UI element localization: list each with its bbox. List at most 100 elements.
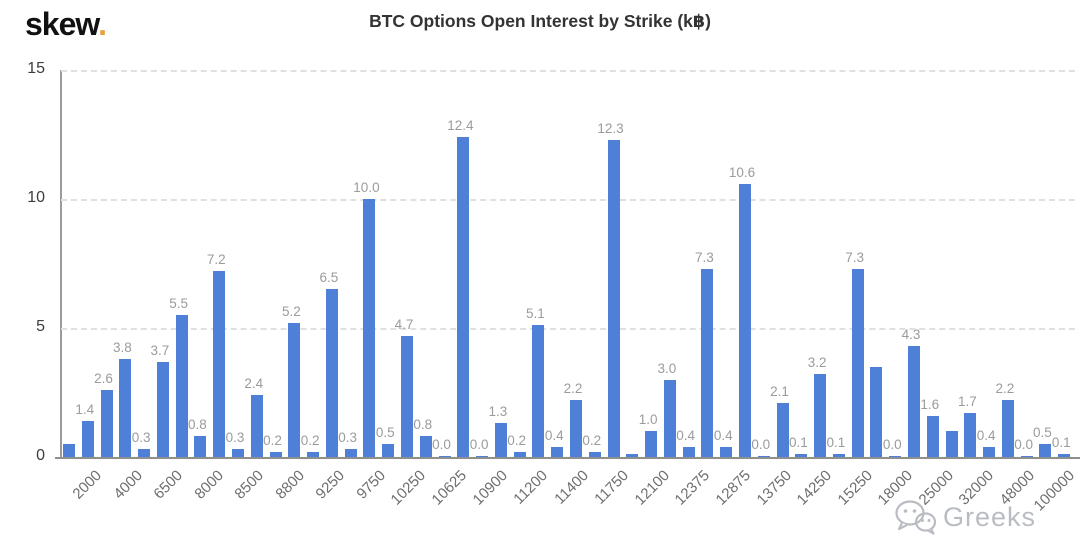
bar[interactable] xyxy=(1001,400,1014,457)
bar[interactable] xyxy=(814,374,827,457)
bar[interactable] xyxy=(626,454,639,457)
bar[interactable] xyxy=(81,420,94,457)
bar[interactable] xyxy=(363,199,376,457)
bar-value-label: 1.6 xyxy=(920,396,940,412)
x-tick-label-10625: 10625 xyxy=(428,467,471,509)
bar[interactable] xyxy=(551,446,564,457)
bar[interactable] xyxy=(344,449,357,457)
bar[interactable] xyxy=(63,444,75,457)
bar-value-label: 0.5 xyxy=(1033,425,1052,441)
bar[interactable] xyxy=(1039,444,1052,457)
bar-value-label: 0.1 xyxy=(788,435,808,451)
bar-value-label: 0.2 xyxy=(582,432,602,448)
bar[interactable] xyxy=(419,436,432,457)
bar[interactable] xyxy=(156,361,169,457)
bar-value-label: 2.6 xyxy=(94,370,113,386)
bar[interactable] xyxy=(570,400,582,457)
bar[interactable] xyxy=(307,451,320,457)
bar[interactable] xyxy=(382,444,395,457)
bar[interactable] xyxy=(513,451,526,457)
bar[interactable] xyxy=(1020,455,1033,457)
bar-value-label: 1.7 xyxy=(957,394,977,410)
bar[interactable] xyxy=(851,268,864,457)
x-tick-label-11750: 11750 xyxy=(591,467,633,508)
bar-value-label: 0.0 xyxy=(882,436,902,452)
bar[interactable] xyxy=(908,346,920,457)
y-tick-label: 0 xyxy=(36,447,45,464)
bar-value-label: 10.6 xyxy=(728,164,756,180)
bar-value-label: 0.0 xyxy=(432,436,451,452)
bar[interactable] xyxy=(100,389,113,457)
bar[interactable] xyxy=(1058,454,1071,457)
x-tick-label-9750: 9750 xyxy=(353,467,389,503)
bar-value-label: 0.0 xyxy=(469,436,489,452)
plot-area: 15 10 5 0 1.4 2.6 3.8 0.3 3.7 5.5 0.8 7.2 0.3 2.4 0.2 5… xyxy=(27,60,1080,464)
bar[interactable] xyxy=(401,335,413,457)
bar[interactable] xyxy=(588,451,601,457)
x-tick-label-12375: 12375 xyxy=(671,467,714,509)
bar[interactable] xyxy=(532,325,545,457)
bar-value-label: 3.2 xyxy=(807,355,827,371)
bar[interactable] xyxy=(757,455,770,457)
bar-value-label: 0.0 xyxy=(1014,436,1034,452)
bar[interactable] xyxy=(607,139,620,457)
bar-value-label: 12.3 xyxy=(597,120,624,136)
bar[interactable] xyxy=(438,455,451,457)
bar-value-label: 3.0 xyxy=(657,360,677,376)
bar[interactable] xyxy=(194,436,207,457)
bar[interactable] xyxy=(213,271,226,457)
bar[interactable] xyxy=(476,455,489,457)
bar[interactable] xyxy=(325,289,338,457)
bar[interactable] xyxy=(945,431,958,457)
bar[interactable] xyxy=(494,423,507,457)
bar[interactable] xyxy=(119,358,132,457)
bar-value-label: 0.3 xyxy=(338,430,358,446)
bar[interactable] xyxy=(288,322,301,457)
bar[interactable] xyxy=(795,454,808,457)
bar-value-label: 0.3 xyxy=(131,430,151,446)
bar-value-label: 0.2 xyxy=(507,432,527,448)
bar[interactable] xyxy=(870,366,883,457)
bar[interactable] xyxy=(269,451,282,457)
x-tick-label-15250: 15250 xyxy=(834,467,876,509)
gridline-y-15 xyxy=(61,70,1075,72)
x-tick-label-10250: 10250 xyxy=(387,467,430,509)
bar-value-label: 2.4 xyxy=(244,376,264,392)
bar-value-label: 6.5 xyxy=(319,270,339,286)
bar-value-label: 0.8 xyxy=(413,417,433,433)
bar-value-label: 1.4 xyxy=(75,401,95,417)
bar-value-label: 10.0 xyxy=(353,180,380,195)
bar-value-label: 1.0 xyxy=(638,412,658,428)
bar[interactable] xyxy=(682,446,695,457)
bar[interactable] xyxy=(663,379,676,457)
x-axis-line xyxy=(55,457,1080,459)
bar-value-label: 5.1 xyxy=(526,306,545,322)
bar[interactable] xyxy=(739,183,751,457)
skew-logo-dot: . xyxy=(98,6,107,42)
bar[interactable] xyxy=(720,446,733,457)
bar-value-label: 7.2 xyxy=(206,252,226,268)
x-tick-label-8800: 8800 xyxy=(272,467,308,503)
bar-value-label: 7.3 xyxy=(695,249,714,265)
chart-title: BTC Options Open Interest by Strike (k฿) xyxy=(369,11,711,31)
bar[interactable] xyxy=(701,268,714,457)
bar[interactable] xyxy=(250,395,263,457)
bar[interactable] xyxy=(138,449,151,457)
bar-value-label: 0.5 xyxy=(375,425,395,441)
bar[interactable] xyxy=(232,449,244,457)
bar[interactable] xyxy=(776,402,789,457)
bar-value-label: 12.4 xyxy=(447,118,474,134)
bar[interactable] xyxy=(964,413,977,457)
bar[interactable] xyxy=(175,315,188,457)
bar[interactable] xyxy=(926,415,939,457)
y-tick-label: 15 xyxy=(27,60,45,77)
bar[interactable] xyxy=(832,454,845,457)
bar-value-label: 4.3 xyxy=(901,327,921,343)
bar[interactable] xyxy=(645,431,658,457)
wechat-icon xyxy=(895,500,937,535)
bar[interactable] xyxy=(983,446,996,457)
bar[interactable] xyxy=(889,455,902,457)
bar[interactable] xyxy=(457,137,470,457)
gridline-y-10 xyxy=(61,199,1075,201)
